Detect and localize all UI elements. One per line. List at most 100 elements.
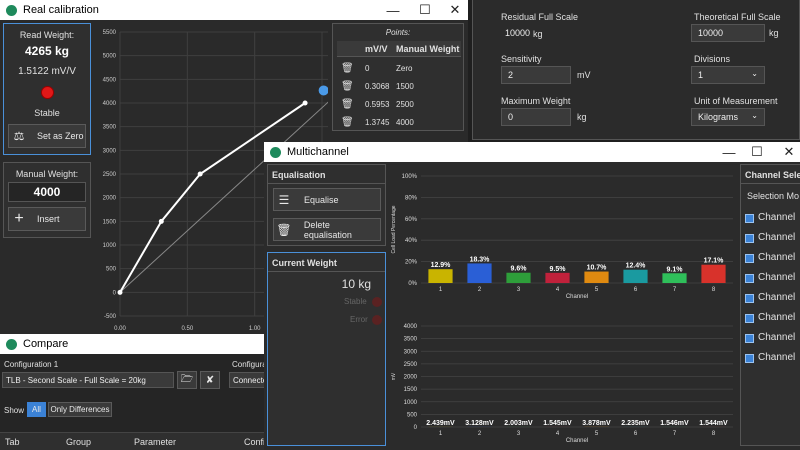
only-differences-button[interactable]: Only Differences [48, 402, 112, 417]
chevron-down-icon: ⌄ [751, 69, 758, 78]
channel-checkbox[interactable]: Channel [745, 331, 800, 347]
channel-checkbox[interactable]: Channel [745, 291, 800, 307]
bar-value-label: 18.3% [470, 256, 491, 263]
x-tick-label: 1 [439, 431, 443, 437]
disconnect-icon[interactable]: ✘ [200, 371, 220, 389]
header-parameter: Parameter [134, 437, 177, 447]
compare-body [0, 354, 268, 432]
header-group: Group [66, 437, 92, 447]
checkbox-checked-icon[interactable] [745, 354, 754, 363]
show-label: Show [4, 406, 25, 415]
bar-value-label: 3.128mV [465, 420, 494, 427]
y-tick-label: 60% [405, 217, 418, 223]
minimize-icon[interactable]: — [386, 2, 400, 18]
header-tab: Tab [5, 437, 20, 447]
calibration-point [302, 100, 308, 106]
theoretical-input[interactable]: 10000 [691, 24, 765, 42]
divisions-select[interactable]: 1 ⌄ [691, 66, 765, 84]
current-weight-point [318, 85, 328, 96]
points-row: 🗑 0.5953 2500 [337, 96, 461, 114]
maximize-icon[interactable]: ☐ [419, 2, 431, 17]
y-tick-label: 2000 [404, 375, 418, 381]
bar [467, 263, 492, 283]
checkbox-checked-icon[interactable] [745, 214, 754, 223]
trash-icon[interactable]: 🗑 [341, 99, 354, 110]
multichannel-charts: 100%80%60%40%20%0%Cell Load Percentage12… [389, 166, 739, 446]
multichannel-window: Multichannel — ☐ ✕ Equalisation ☰ Equali… [264, 142, 800, 450]
checkbox-checked-icon[interactable] [745, 254, 754, 263]
compare-window: Compare Configuration 1 TLB - Second Sca… [0, 334, 272, 450]
bar [506, 272, 531, 283]
channel-checkbox[interactable]: Channel [745, 271, 800, 287]
trash-icon[interactable]: 🗑 [341, 63, 354, 74]
y-tick-label: 40% [405, 238, 418, 244]
current-weight-value: 10 kg [341, 277, 371, 291]
theoretical-unit: kg [769, 28, 779, 38]
show-all-button[interactable]: All [27, 402, 46, 417]
window-title: Real calibration [23, 4, 99, 16]
config2-label: Configura [232, 360, 267, 369]
channel-checkbox[interactable]: Channel [745, 311, 800, 327]
y-tick-label: 0 [414, 425, 418, 431]
trash-icon[interactable]: 🗑 [341, 117, 354, 128]
close-icon[interactable]: ✕ [783, 144, 795, 159]
minimize-icon[interactable]: — [722, 144, 736, 160]
channel-label: Channel [758, 292, 796, 303]
channel-label: Channel [758, 212, 796, 223]
config1-select[interactable]: TLB - Second Scale - Full Scale = 20kg [2, 372, 174, 388]
trash-icon: 🗑 [276, 222, 292, 237]
checkbox-checked-icon[interactable] [745, 314, 754, 323]
reference-line [119, 101, 328, 293]
bar-value-label: 12.9% [431, 262, 452, 269]
checkbox-checked-icon[interactable] [745, 294, 754, 303]
equalise-button[interactable]: ☰ Equalise [273, 188, 381, 211]
delete-equalisation-button[interactable]: 🗑 Delete equalisation [273, 218, 381, 241]
theoretical-label: Theoretical Full Scale [694, 12, 781, 22]
y-tick-label: 5000 [103, 54, 117, 60]
x-tick-label: 0.50 [181, 326, 193, 332]
settings-window: Residual Full Scale 10000 kg Theoretical… [472, 0, 800, 140]
y-tick-label: 4000 [103, 101, 117, 107]
channel-label: Channel [758, 272, 796, 283]
x-tick-label: 4 [556, 287, 560, 293]
equalisation-panel: Equalisation ☰ Equalise 🗑 Delete equalis… [267, 164, 386, 246]
y-axis-label: mV [391, 372, 397, 380]
channel-checkbox[interactable]: Channel [745, 211, 800, 227]
maximize-icon[interactable]: ☐ [751, 144, 763, 159]
x-axis-label: Channel [566, 438, 588, 444]
stable-indicator [372, 297, 382, 307]
bar [662, 273, 687, 283]
channel-checkbox[interactable]: Channel [745, 251, 800, 267]
close-icon[interactable]: ✕ [449, 2, 461, 17]
checkbox-checked-icon[interactable] [745, 334, 754, 343]
header-config: Confi [244, 437, 266, 447]
residual-input[interactable]: 10000 [505, 28, 531, 38]
y-tick-label: 1000 [103, 243, 117, 249]
checkbox-checked-icon[interactable] [745, 274, 754, 283]
bar-value-label: 1.546mV [660, 420, 689, 427]
selection-mode-label: Selection Mo [747, 191, 800, 201]
config2-select[interactable]: Connected [229, 372, 272, 388]
bar-value-label: 2.439mV [426, 420, 455, 427]
points-header-mvv: mV/V [365, 44, 388, 54]
x-tick-label: 1 [439, 287, 443, 293]
checkbox-checked-icon[interactable] [745, 234, 754, 243]
unit-label: Unit of Measurement [694, 96, 778, 106]
y-tick-label: -500 [104, 314, 117, 320]
app-icon [6, 4, 17, 16]
insert-button[interactable]: + Insert [8, 207, 86, 231]
points-weight: Zero [396, 64, 413, 73]
manual-weight-input[interactable]: 4000 [8, 182, 86, 202]
trash-icon[interactable]: 🗑 [341, 81, 354, 92]
unit-select[interactable]: Kilograms ⌄ [691, 108, 765, 126]
folder-open-icon[interactable]: 🗁 [177, 371, 197, 389]
set-zero-button[interactable]: ⚖ Set as Zero [8, 124, 86, 148]
channel-checkbox[interactable]: Channel [745, 351, 800, 367]
sensitivity-input[interactable]: 2 [501, 66, 571, 84]
y-tick-label: 20% [405, 260, 418, 266]
x-tick-label: 6 [634, 287, 638, 293]
y-tick-label: 100% [402, 174, 418, 180]
max-weight-input[interactable]: 0 [501, 108, 571, 126]
channel-checkbox[interactable]: Channel [745, 231, 800, 247]
y-tick-label: 2500 [103, 172, 117, 178]
